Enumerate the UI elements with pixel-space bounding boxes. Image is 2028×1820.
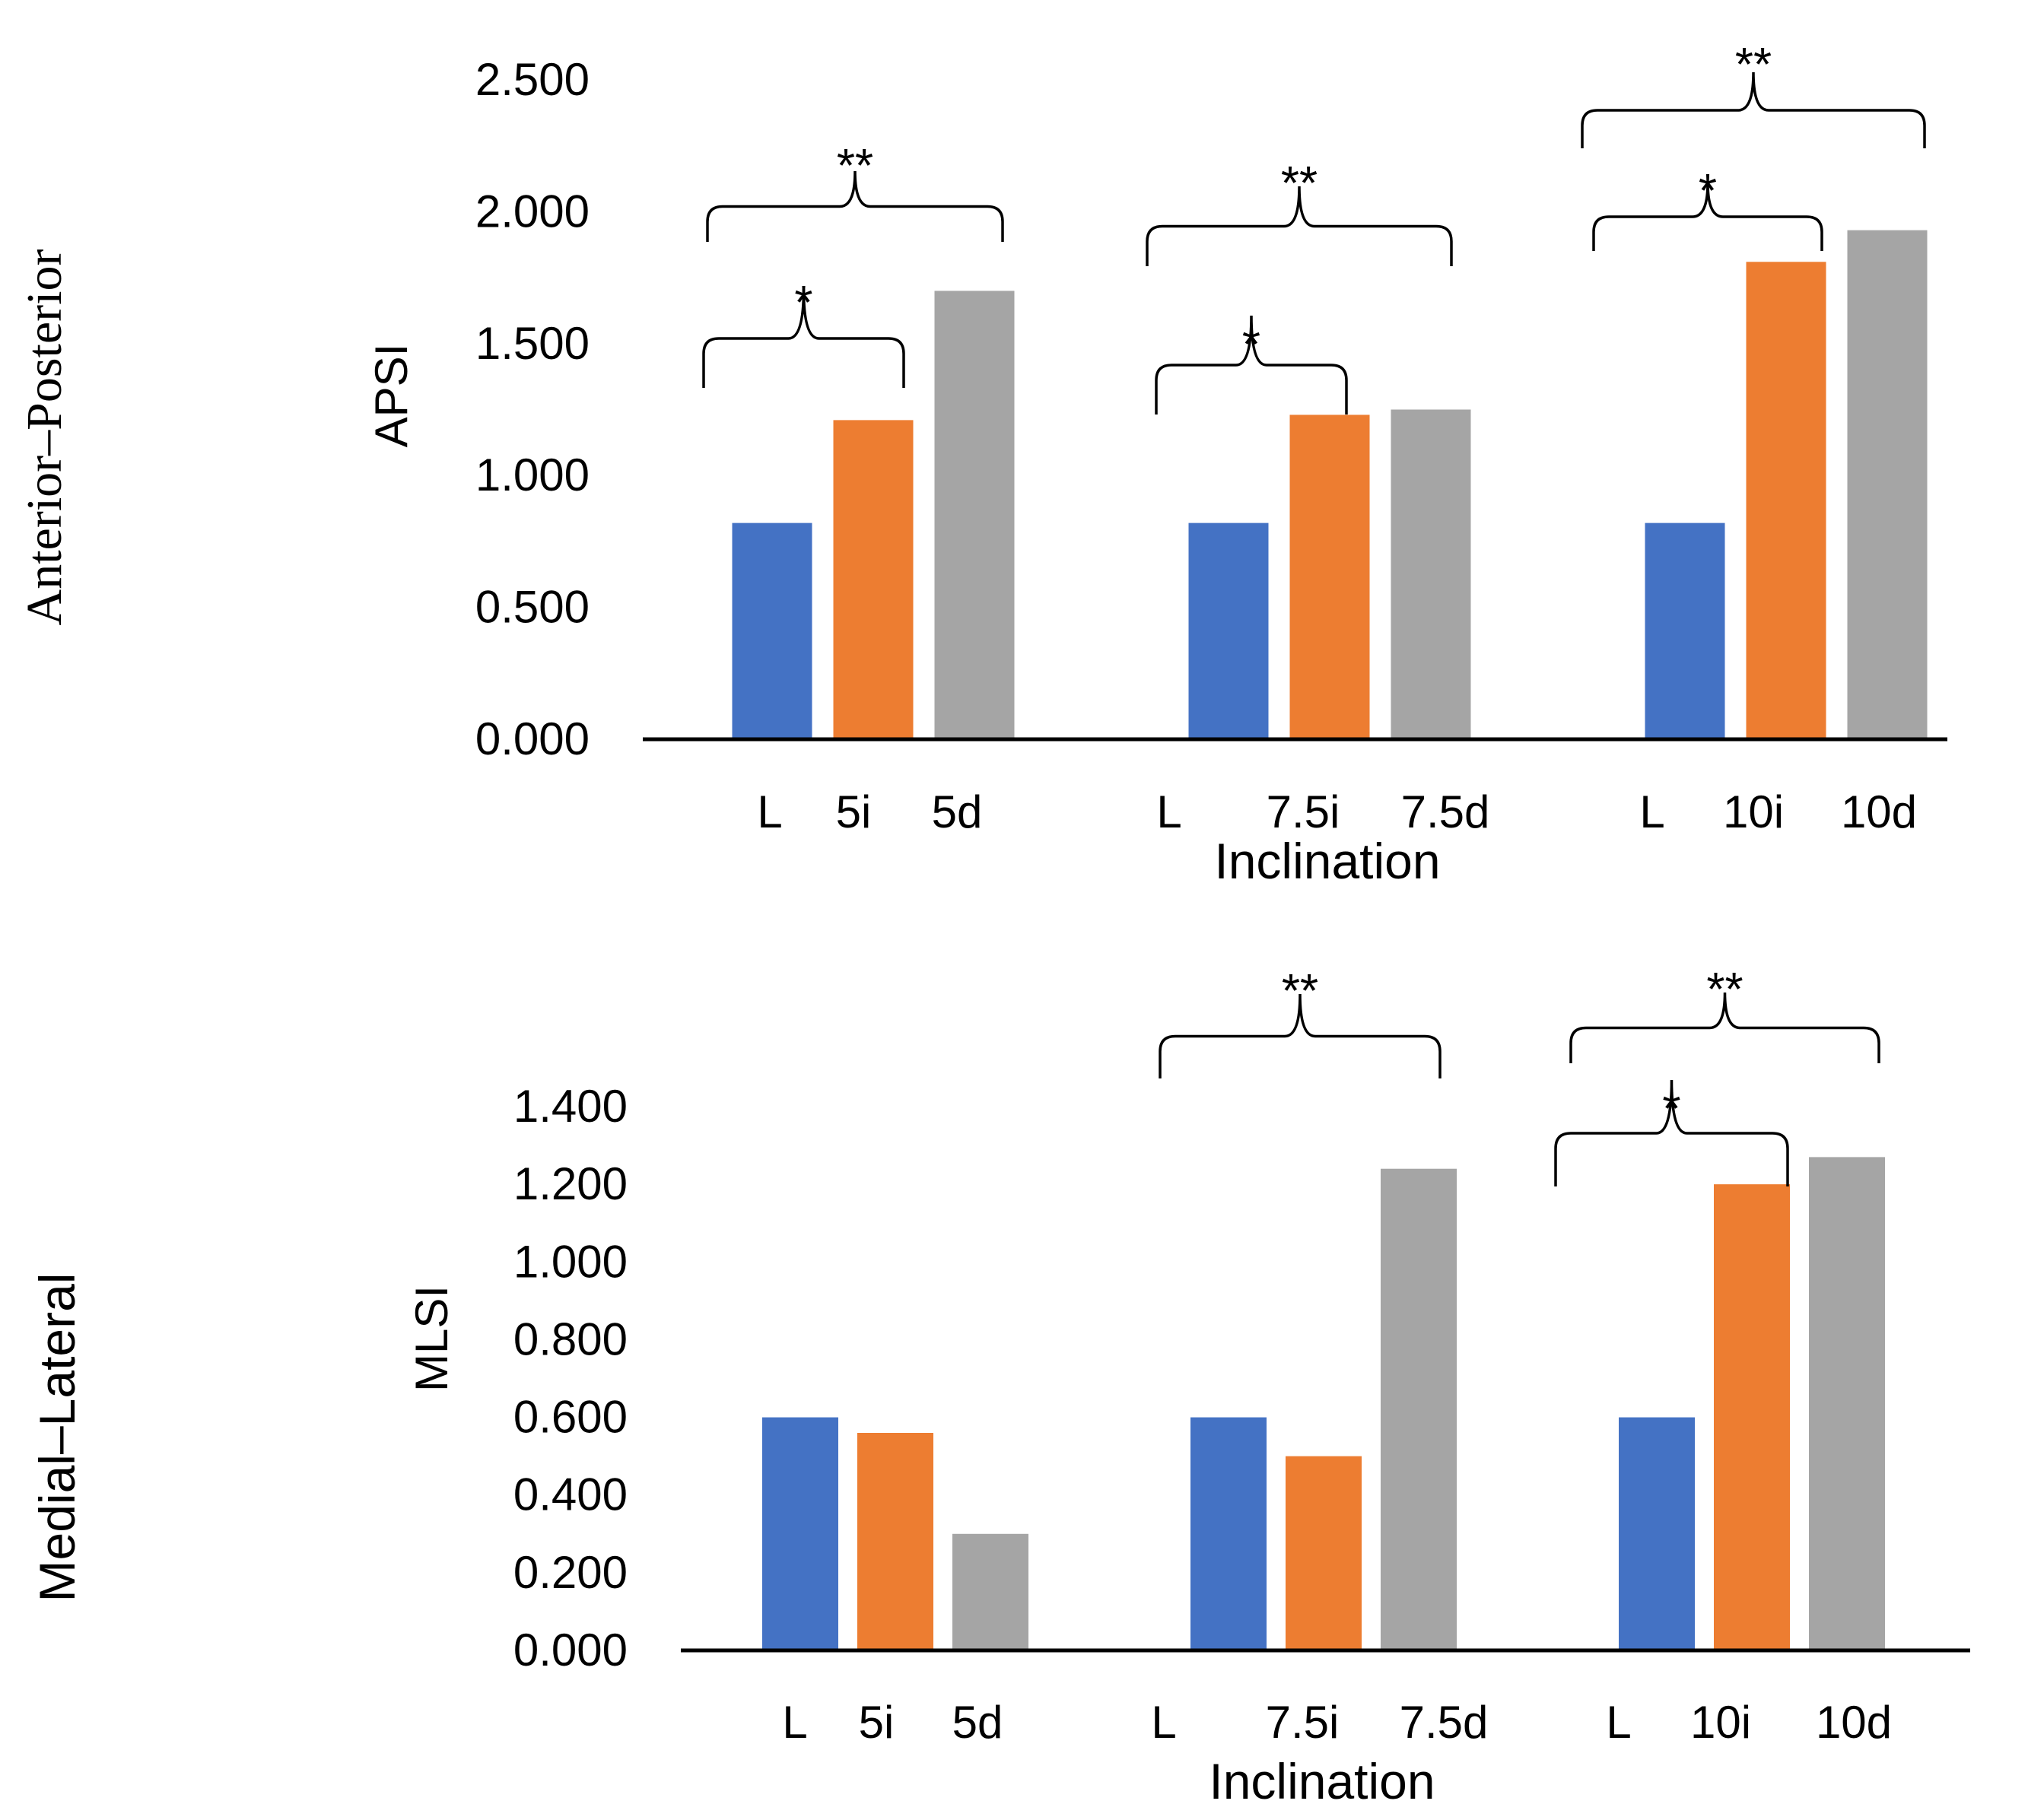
significance-bracket	[1146, 186, 1453, 266]
y-tick-label: 0.200	[513, 1547, 628, 1598]
y-tick-label: 1.500	[475, 318, 590, 369]
x-tick-label: 7.5i	[1267, 786, 1340, 837]
chart-2: Medial–Lateral MLSI 0.000 0.200 0.400 0.600 0.…	[29, 964, 1970, 1809]
bar-L	[1645, 522, 1725, 739]
bar-7.5i	[1289, 415, 1370, 739]
y-axis-label: MLSI	[406, 1285, 457, 1392]
x-tick-label: 5i	[836, 786, 872, 837]
x-tick-label: L	[1151, 1697, 1176, 1748]
y-axis-label: APSI	[366, 344, 417, 448]
bar-10i	[1714, 1184, 1790, 1650]
significance-marker: *	[794, 277, 812, 329]
significance-bracket	[1159, 993, 1442, 1078]
significance-bracket	[1554, 1079, 1789, 1186]
bar-10d	[1809, 1157, 1885, 1650]
significance-marker: **	[1281, 157, 1318, 210]
x-tick-label: L	[757, 786, 782, 837]
significance-bracket	[702, 288, 905, 388]
significance-bracket	[706, 170, 1004, 242]
x-axis-label: Inclination	[1214, 833, 1440, 889]
bar-5d	[934, 291, 1015, 739]
y-tick-label: 1.400	[513, 1081, 628, 1132]
significance-bracket	[1581, 71, 1926, 148]
bar-10d	[1847, 230, 1928, 739]
row-label: Medial–Lateral	[29, 1273, 85, 1602]
significance-marker: *	[1242, 319, 1260, 371]
bar-L	[1619, 1417, 1695, 1650]
bar-5i	[833, 420, 914, 739]
significance-marker: **	[837, 140, 873, 192]
chart-1: Anterior–Posterior APSI 0.000 0.500 1.000 1.5…	[17, 39, 1947, 889]
bar-L	[1188, 522, 1269, 739]
x-tick-label: 10i	[1723, 786, 1784, 837]
significance-bracket	[1155, 315, 1348, 415]
x-tick-label: 7.5d	[1401, 786, 1490, 837]
y-tick-label: 2.000	[475, 186, 590, 237]
y-tick-label: 0.000	[475, 713, 590, 764]
bar-10i	[1746, 262, 1826, 739]
bar-L	[1190, 1417, 1267, 1650]
x-tick-label: 7.5i	[1266, 1697, 1340, 1748]
bar-5d	[952, 1533, 1028, 1650]
y-tick-label: 0.400	[513, 1469, 628, 1520]
y-tick-label: 0.500	[475, 582, 590, 633]
significance-marker: *	[1662, 1083, 1680, 1136]
x-tick-label: 5i	[859, 1697, 895, 1748]
bar-7.5i	[1286, 1456, 1362, 1650]
x-tick-label: L	[1606, 1697, 1631, 1748]
x-tick-label: 10d	[1816, 1697, 1892, 1748]
y-tick-label: 1.200	[513, 1158, 628, 1209]
significance-marker: *	[1699, 165, 1717, 218]
x-tick-label: 5d	[952, 1697, 1003, 1748]
bar-7.5d	[1391, 409, 1471, 739]
significance-bracket	[1592, 182, 1823, 251]
x-tick-label: L	[1156, 786, 1181, 837]
x-tick-label: 7.5d	[1400, 1697, 1489, 1748]
x-tick-label: 10d	[1841, 786, 1917, 837]
x-tick-label: L	[782, 1697, 807, 1748]
x-tick-label: L	[1639, 786, 1664, 837]
significance-marker: **	[1282, 965, 1318, 1018]
bar-5i	[857, 1433, 933, 1650]
x-tick-label: 10i	[1690, 1697, 1751, 1748]
bar-L	[762, 1417, 838, 1650]
row-label: Anterior–Posterior	[17, 249, 72, 626]
bar-L	[732, 522, 812, 739]
y-tick-label: 1.000	[475, 449, 590, 500]
y-tick-label: 1.000	[513, 1236, 628, 1287]
x-tick-label: 5d	[932, 786, 983, 837]
significance-bracket	[1569, 992, 1880, 1063]
y-tick-label: 0.600	[513, 1392, 628, 1443]
bar-7.5d	[1381, 1168, 1457, 1650]
y-tick-label: 2.500	[475, 54, 590, 105]
y-tick-label: 0.000	[513, 1625, 628, 1675]
significance-marker: **	[1706, 964, 1743, 1016]
significance-marker: **	[1735, 39, 1772, 91]
x-axis-label: Inclination	[1209, 1753, 1435, 1809]
y-tick-label: 0.800	[513, 1313, 628, 1364]
